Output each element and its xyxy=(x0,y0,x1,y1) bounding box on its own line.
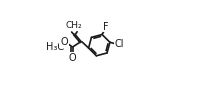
Text: CH₂: CH₂ xyxy=(65,21,82,30)
Text: F: F xyxy=(103,22,109,32)
Text: O: O xyxy=(60,37,68,47)
Text: H₃C: H₃C xyxy=(46,42,64,52)
Text: Cl: Cl xyxy=(114,39,124,49)
Text: O: O xyxy=(69,53,76,63)
